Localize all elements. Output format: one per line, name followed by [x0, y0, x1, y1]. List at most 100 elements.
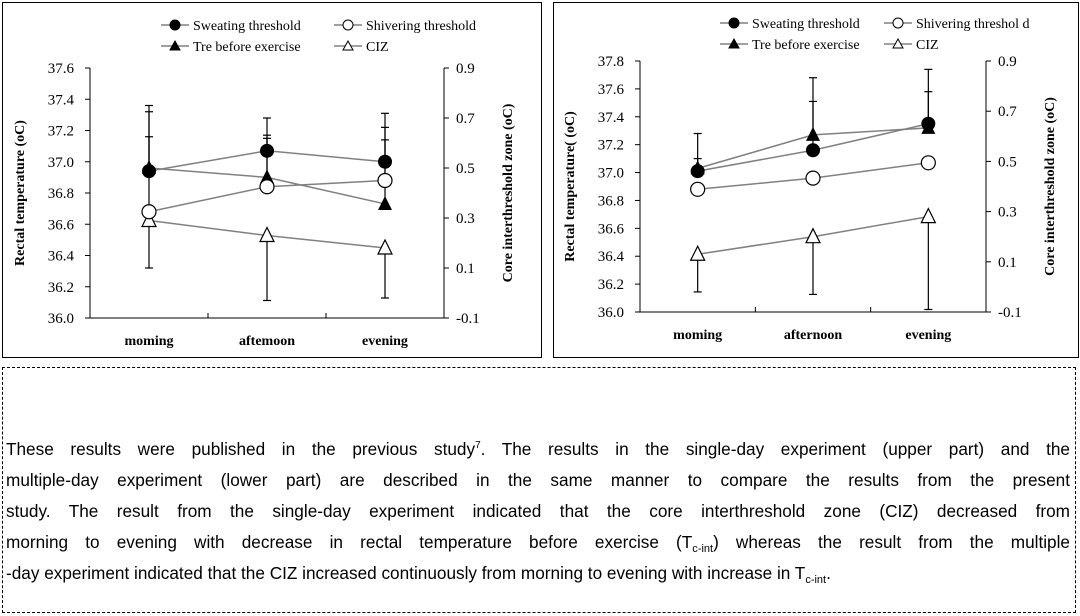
data-point [921, 116, 936, 131]
legend-label: Shivering threshol d [916, 17, 1030, 32]
y-tick-label-left: 36.8 [48, 186, 74, 202]
y-tick-label-left: 37.6 [598, 82, 625, 98]
y-tick-label-left: 37.0 [48, 155, 74, 171]
y-tick-label-right: 0.3 [998, 205, 1017, 221]
legend-label: CIZ [366, 40, 389, 55]
data-point [805, 227, 821, 244]
y-tick-label-left: 37.0 [598, 166, 624, 182]
y-tick-label-left: 36.4 [598, 249, 625, 265]
data-point [920, 155, 936, 171]
y-tick-label-left: 36.4 [48, 249, 75, 265]
data-point [377, 238, 393, 255]
data-point [920, 207, 937, 224]
data-point [260, 169, 274, 184]
y-tick-label-left: 37.8 [598, 54, 624, 70]
x-tick-label: aftemoon [239, 334, 295, 349]
x-tick-label: moming [125, 334, 174, 349]
text: multiple-day experiment (lower part) are… [6, 470, 1070, 490]
subscript: c-int [692, 543, 714, 555]
data-point [142, 164, 156, 179]
data-point [259, 179, 275, 195]
text: study. The result from the single-day ex… [6, 501, 1070, 521]
data-point [690, 164, 705, 179]
y-tick-label-left: 37.4 [48, 92, 75, 108]
x-tick-label: evening [362, 334, 408, 349]
data-point [378, 195, 392, 210]
y-tick-label-right: 0.1 [456, 261, 475, 277]
y-axis-title-left: Rectal temperature( (oC) [563, 111, 578, 262]
data-point [377, 172, 393, 189]
x-tick-label: afternoon [784, 328, 843, 343]
data-point [141, 204, 157, 220]
x-tick-label: moming [673, 328, 722, 343]
legend-marker [342, 19, 354, 31]
y-tick-label-left: 37.2 [48, 124, 74, 140]
legend-label: Shivering threshold [366, 19, 476, 34]
data-point [689, 244, 706, 261]
text: ) whereas the result from the multiple [713, 532, 1070, 552]
y-tick-label-right: 0.5 [998, 154, 1017, 170]
data-point [260, 143, 274, 158]
y-tick-label-left: 36.0 [48, 311, 74, 327]
legend-marker [892, 37, 904, 49]
legend-marker [169, 39, 181, 51]
paragraph-line: study. The result from the single-day ex… [6, 496, 1070, 527]
legend-label: Tre before exercise [193, 40, 301, 55]
legend-marker [342, 39, 354, 51]
legend-label: CIZ [916, 38, 939, 53]
y-tick-label-right: 0.9 [998, 54, 1017, 70]
legend-marker [728, 17, 740, 29]
y-tick-label-left: 36.8 [598, 193, 624, 209]
y-tick-label-right: 0.5 [456, 161, 475, 177]
legend-marker [892, 17, 904, 29]
y-axis-title-right: Core interthreshold zone (oC) [1043, 97, 1058, 276]
paragraph-line: multiple-day experiment (lower part) are… [6, 465, 1070, 496]
data-point [378, 154, 392, 169]
chart-single-day-svg: 36.0 36.2 36.4 36.6 36.8 37.0 37.2 37.4 37.6 -0.1… [13, 19, 516, 349]
y-tick-label-left: 36.2 [598, 277, 624, 293]
data-point [141, 211, 157, 228]
y-tick-label-left: 36.0 [598, 305, 624, 321]
legend-label: Tre before exercise [752, 38, 860, 53]
y-tick-label-left: 37.6 [48, 61, 75, 77]
x-tick-label: evening [905, 328, 951, 343]
legend-marker [169, 19, 181, 31]
data-point [259, 226, 275, 243]
chart-multiple-day-svg: 36.0 36.2 36.4 36.6 36.8 37.0 37.2 37.4 37.6 37.8… [563, 17, 1058, 343]
data-point [806, 126, 820, 141]
y-tick-label-right: 0.1 [998, 255, 1017, 271]
y-axis-title-right: Core interthreshold zone (oC) [501, 103, 516, 282]
text: -day experiment indicated that the CIZ i… [6, 563, 806, 583]
chart-multiple-day: 36.0 36.2 36.4 36.6 36.8 37.0 37.2 37.4 37.6 37.8… [553, 2, 1079, 358]
subscript: c-int [805, 574, 827, 586]
y-tick-label-left: 36.6 [48, 217, 75, 233]
y-tick-label-left: 37.2 [598, 138, 624, 154]
y-tick-label-right: -0.1 [998, 305, 1022, 321]
description-paragraph: These results were published in the prev… [6, 434, 1070, 589]
y-tick-label-left: 36.6 [598, 221, 625, 237]
paragraph-line: These results were published in the prev… [6, 434, 1070, 465]
y-tick-label-right: 0.9 [456, 61, 475, 77]
y-tick-label-right: -0.1 [456, 311, 480, 327]
paragraph-line: morning to evening with decrease in rect… [6, 527, 1070, 558]
data-point [690, 181, 706, 197]
y-tick-label-right: 0.7 [998, 104, 1017, 120]
citation-superscript: 7 [475, 440, 481, 451]
text: . [826, 563, 831, 583]
chart-single-day: 36.0 36.2 36.4 36.6 36.8 37.0 37.2 37.4 37.6 -0.1… [2, 2, 542, 358]
y-tick-label-left: 37.4 [598, 110, 625, 126]
paragraph-line: -day experiment indicated that the CIZ i… [6, 558, 1070, 589]
y-tick-label-right: 0.7 [456, 111, 475, 127]
y-tick-label-right: 0.3 [456, 211, 475, 227]
text: These results were published in the prev… [6, 439, 476, 459]
text: morning to evening with decrease in rect… [6, 532, 693, 552]
data-point [805, 170, 821, 186]
description-box: These results were published in the prev… [2, 367, 1076, 613]
y-axis-title-left: Rectal temperature (oC) [13, 120, 28, 266]
legend-marker [728, 37, 740, 49]
legend-label: Sweating threshold [752, 17, 860, 32]
text: . The results in the single-day experime… [480, 439, 1070, 459]
data-point [806, 143, 820, 158]
legend-label: Sweating threshold [193, 19, 301, 34]
y-tick-label-left: 36.2 [48, 280, 74, 296]
